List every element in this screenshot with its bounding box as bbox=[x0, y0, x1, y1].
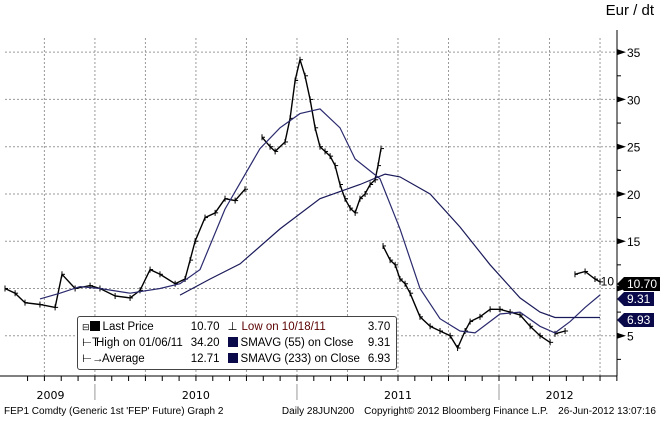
legend-value: 3.70 bbox=[367, 321, 391, 333]
y-tick-marker bbox=[617, 49, 626, 56]
collapse-icon: ⊟ bbox=[82, 322, 90, 332]
footer-period: Daily 28JUN200 bbox=[281, 406, 355, 417]
legend: ⊟ Last Price 10.70 ⊥ Low on 10/18/11 3.70 … bbox=[77, 316, 398, 370]
average-marker-icon: ⊢→ bbox=[82, 353, 104, 365]
y-tick-marker bbox=[617, 332, 626, 339]
sma55-swatch-icon bbox=[227, 337, 238, 347]
series-line-sma55 bbox=[39, 108, 601, 334]
legend-label: SMAVG (55) on Close bbox=[240, 337, 354, 349]
last-price-swatch-icon bbox=[89, 321, 100, 331]
legend-value: 6.93 bbox=[367, 353, 391, 365]
sma233-tag: 6.93 bbox=[617, 313, 655, 327]
legend-high: ⊢THigh on 01/06/11 bbox=[82, 335, 183, 351]
legend-label: Average bbox=[102, 353, 145, 365]
y-axis-unit: Eur / dt bbox=[605, 2, 654, 19]
y-tick-marker bbox=[617, 143, 626, 150]
series-line-sma233 bbox=[179, 173, 600, 319]
y-tick-label: 20 bbox=[627, 188, 641, 202]
footer-right-group: Daily 28JUN200 Copyright© 2012 Bloomberg… bbox=[282, 406, 656, 418]
y-tick-label: 35 bbox=[627, 46, 641, 60]
x-year-label: 2011 bbox=[384, 389, 412, 402]
footer-timestamp: 26-Jun-2012 13:07:16 bbox=[558, 406, 656, 417]
series-line-price bbox=[382, 245, 551, 350]
series-line-price bbox=[574, 270, 601, 283]
y-tick-marker bbox=[617, 190, 626, 197]
legend-label: SMAVG (233) on Close bbox=[240, 353, 360, 365]
y-tick-label: 30 bbox=[627, 93, 641, 107]
legend-value: 34.20 bbox=[190, 337, 220, 349]
legend-label: Low on 10/18/11 bbox=[241, 321, 326, 333]
footer: FEP1 Comdty (Generic 1st 'FEP' Future) G… bbox=[4, 406, 656, 418]
series-line-price bbox=[554, 330, 566, 335]
legend-value: 12.71 bbox=[190, 353, 220, 365]
legend-label: High on 01/06/11 bbox=[96, 337, 183, 349]
legend-last-price: ⊟ Last Price bbox=[82, 319, 183, 335]
last-price-tag: 10.70 bbox=[617, 277, 660, 291]
sma55-tag: 9.31 bbox=[617, 292, 655, 306]
x-year-label: 2010 bbox=[182, 389, 210, 402]
legend-sma233: SMAVG (233) on Close bbox=[227, 351, 360, 367]
low-marker-icon: ⊥ bbox=[227, 321, 238, 333]
legend-low: ⊥ Low on 10/18/11 bbox=[228, 319, 360, 335]
y-tick-label: 5 bbox=[627, 330, 634, 344]
legend-label: Last Price bbox=[102, 321, 154, 333]
y-tick-marker bbox=[617, 96, 626, 103]
legend-value: 9.31 bbox=[367, 337, 391, 349]
legend-average: ⊢→Average bbox=[82, 351, 183, 367]
sma233-swatch-icon bbox=[227, 353, 238, 363]
y-tick-label: 25 bbox=[627, 141, 641, 155]
legend-sma55: SMAVG (55) on Close bbox=[227, 335, 360, 351]
legend-value: 10.70 bbox=[190, 321, 220, 333]
y-tick-marker bbox=[617, 238, 626, 245]
high-marker-icon: ⊢T bbox=[82, 337, 100, 349]
x-year-label: 2009 bbox=[36, 389, 64, 402]
y-tick-label: 10 bbox=[601, 274, 615, 288]
series-line-price bbox=[261, 57, 382, 215]
x-year-label: 2012 bbox=[546, 389, 574, 402]
y-tick-label: 15 bbox=[627, 235, 641, 249]
footer-security: FEP1 Comdty (Generic 1st 'FEP' Future) G… bbox=[4, 406, 224, 417]
footer-copyright: Copyright© 2012 Bloomberg Finance L.P. bbox=[364, 406, 549, 417]
